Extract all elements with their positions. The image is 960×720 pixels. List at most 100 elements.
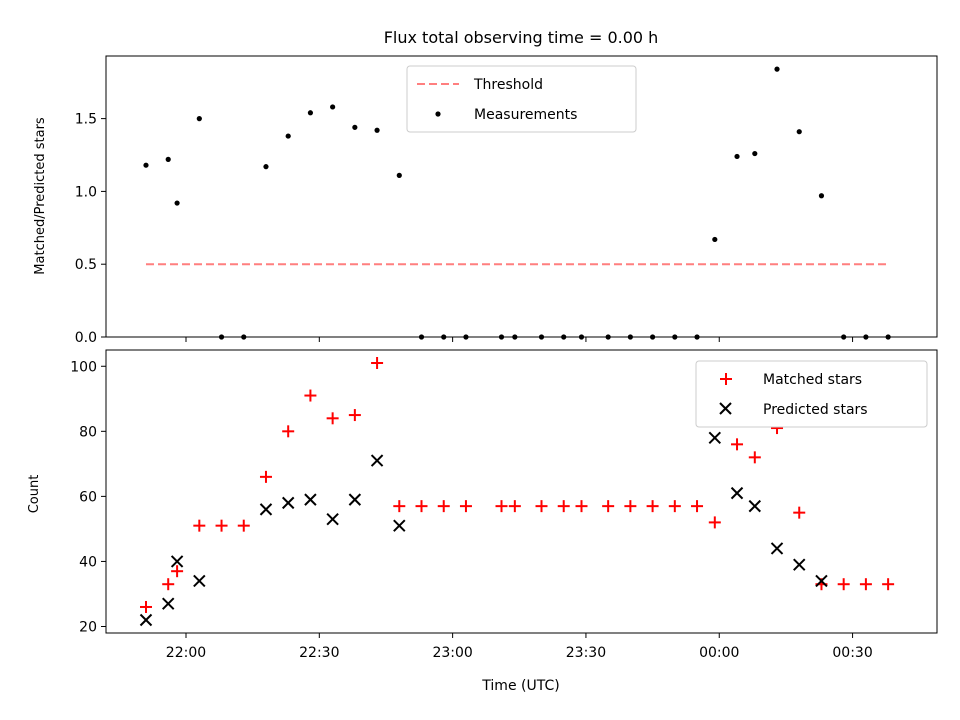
measurement-point <box>396 172 402 178</box>
measurement-point <box>627 334 633 340</box>
bottom-x-axis: 22:00 22:30 23:00 23:30 00:00 00:30 <box>166 633 873 661</box>
matched-star-point <box>237 519 250 532</box>
matched-star-point <box>668 500 681 513</box>
measurement-point <box>418 334 425 340</box>
matched-star-point <box>193 519 206 532</box>
matched-star-point <box>882 578 895 591</box>
matched-star-point <box>646 500 659 513</box>
bottom-plot: 20 40 60 80 100 22:00 22:30 23:00 23:30 00:00 00:… <box>27 349 938 694</box>
bottom-y-tick-label: 20 <box>79 619 97 635</box>
matched-star-point <box>437 500 450 513</box>
matched-star-point <box>575 500 588 513</box>
matched-star-point <box>624 500 637 513</box>
measurement-point <box>649 334 656 340</box>
legend-matched-label: Matched stars <box>763 372 862 388</box>
matched-star-point <box>259 470 272 483</box>
predicted-star-point <box>259 503 273 516</box>
measurement-point <box>796 129 802 135</box>
matched-star-point <box>415 500 428 513</box>
measurement-point <box>605 334 611 340</box>
legend-predicted-label: Predicted stars <box>763 402 868 418</box>
measurement-point <box>174 200 180 206</box>
matched-star-point <box>508 500 521 513</box>
predicted-star-point <box>393 519 406 532</box>
measurement-point <box>578 334 585 340</box>
matched-star-point <box>602 500 615 513</box>
bottom-y-tick-label: 40 <box>79 554 97 570</box>
matched-star-point <box>393 500 406 513</box>
measurement-point <box>672 334 678 340</box>
bottom-y-axis-label: Count <box>27 475 42 514</box>
bottom-legend-box <box>695 360 928 428</box>
matched-star-point <box>859 578 872 591</box>
top-y-tick-label: 0.5 <box>75 257 97 273</box>
bottom-legend: Matched stars Predicted stars <box>695 360 928 428</box>
predicted-star-point <box>348 493 362 506</box>
matched-star-point <box>837 578 850 591</box>
count-points <box>139 357 895 627</box>
legend-predicted-swatch <box>719 402 732 415</box>
measurement-point <box>352 124 358 130</box>
measurement-point <box>774 66 780 72</box>
top-y-tick-label: 1.0 <box>75 184 97 200</box>
top-plot-frame <box>105 55 938 338</box>
measurement-point <box>196 116 202 122</box>
top-plot: 0.0 0.5 1.0 1.5 Matched/Predicted stars Thr… <box>33 55 938 346</box>
measurement-point <box>463 334 469 340</box>
matched-star-point <box>535 500 548 513</box>
measurement-point <box>512 334 518 340</box>
top-y-axis-label: Matched/Predicted stars <box>33 117 48 275</box>
bottom-y-tick-label: 100 <box>70 359 97 375</box>
measurement-point <box>538 334 545 340</box>
x-tick-label: 00:30 <box>832 645 872 661</box>
x-tick-label: 23:30 <box>566 645 606 661</box>
measurement-point <box>885 334 891 340</box>
measurement-point <box>734 153 740 160</box>
matched-star-point <box>557 500 570 513</box>
predicted-star-point <box>326 512 339 526</box>
x-tick-label: 22:00 <box>166 645 206 661</box>
predicted-star-point <box>281 496 295 510</box>
measurement-point <box>818 193 825 199</box>
matched-star-point <box>731 438 744 451</box>
predicted-star-point <box>815 574 828 588</box>
matched-star-point <box>171 565 184 578</box>
predicted-star-point <box>162 597 175 610</box>
measurement-point <box>561 334 567 340</box>
measurement-point <box>241 334 247 340</box>
bottom-y-axis: 20 40 60 80 100 <box>70 359 106 635</box>
measurement-point <box>218 334 225 340</box>
predicted-star-point <box>193 574 206 588</box>
top-x-ticks <box>185 337 854 342</box>
matched-star-point <box>793 506 806 519</box>
matched-star-point <box>691 500 704 513</box>
measurement-points <box>143 66 891 340</box>
bottom-plot-frame <box>105 349 938 634</box>
predicted-star-point <box>770 542 784 555</box>
top-y-axis: 0.0 0.5 1.0 1.5 <box>75 112 106 346</box>
matched-star-point <box>348 409 361 422</box>
matched-star-point <box>215 519 228 532</box>
matched-star-point <box>708 516 721 529</box>
measurement-point <box>498 334 505 340</box>
measurement-point <box>285 133 291 139</box>
measurement-point <box>143 162 149 168</box>
top-y-tick-label: 0.0 <box>75 330 97 346</box>
bottom-y-tick-label: 60 <box>79 489 97 505</box>
measurement-point <box>165 156 171 162</box>
measurement-point <box>841 334 847 340</box>
predicted-star-point <box>304 493 317 506</box>
predicted-star-point <box>793 558 806 571</box>
x-tick-label: 22:30 <box>299 645 339 661</box>
legend-measurements-swatch <box>435 111 441 117</box>
matched-star-point <box>282 425 295 438</box>
figure-title: Flux total observing time = 0.00 h <box>384 28 659 47</box>
measurement-point <box>712 236 718 243</box>
predicted-star-point <box>370 454 384 467</box>
bottom-y-tick-label: 80 <box>79 424 97 440</box>
measurement-point <box>752 150 758 157</box>
x-tick-label: 23:00 <box>432 645 472 661</box>
measurement-point <box>374 127 380 133</box>
legend-measurements-label: Measurements <box>474 107 577 123</box>
